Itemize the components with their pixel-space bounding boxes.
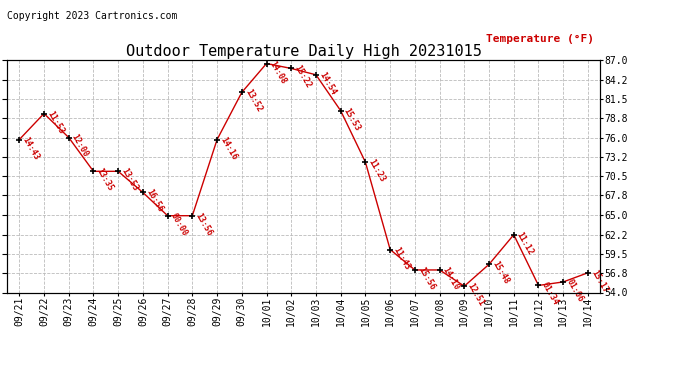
Text: 12:00: 12:00 bbox=[70, 133, 90, 159]
Text: 13:56: 13:56 bbox=[194, 211, 214, 237]
Text: 14:43: 14:43 bbox=[21, 135, 41, 161]
Text: 12:51: 12:51 bbox=[466, 282, 486, 308]
Text: 11:23: 11:23 bbox=[366, 158, 387, 184]
Text: 14:54: 14:54 bbox=[317, 70, 337, 96]
Text: Temperature (°F): Temperature (°F) bbox=[486, 34, 594, 44]
Text: 14:16: 14:16 bbox=[218, 135, 239, 161]
Text: 15:22: 15:22 bbox=[293, 64, 313, 90]
Text: 15:53: 15:53 bbox=[342, 106, 362, 132]
Title: Outdoor Temperature Daily High 20231015: Outdoor Temperature Daily High 20231015 bbox=[126, 44, 482, 59]
Text: 13:35: 13:35 bbox=[95, 167, 115, 193]
Text: 11:12: 11:12 bbox=[515, 230, 535, 256]
Text: 16:56: 16:56 bbox=[144, 188, 164, 214]
Text: 14:10: 14:10 bbox=[441, 266, 461, 292]
Text: 01:06: 01:06 bbox=[564, 278, 584, 304]
Text: 15:48: 15:48 bbox=[491, 260, 511, 286]
Text: 11:43: 11:43 bbox=[391, 245, 412, 271]
Text: 15:17: 15:17 bbox=[589, 268, 609, 294]
Text: Copyright 2023 Cartronics.com: Copyright 2023 Cartronics.com bbox=[7, 11, 177, 21]
Text: 00:00: 00:00 bbox=[169, 211, 189, 237]
Text: 14:08: 14:08 bbox=[268, 59, 288, 85]
Text: 11:53: 11:53 bbox=[46, 109, 66, 135]
Text: 13:53: 13:53 bbox=[119, 167, 139, 193]
Text: 15:56: 15:56 bbox=[416, 266, 436, 292]
Text: 01:34: 01:34 bbox=[540, 281, 560, 307]
Text: 13:52: 13:52 bbox=[243, 88, 264, 114]
